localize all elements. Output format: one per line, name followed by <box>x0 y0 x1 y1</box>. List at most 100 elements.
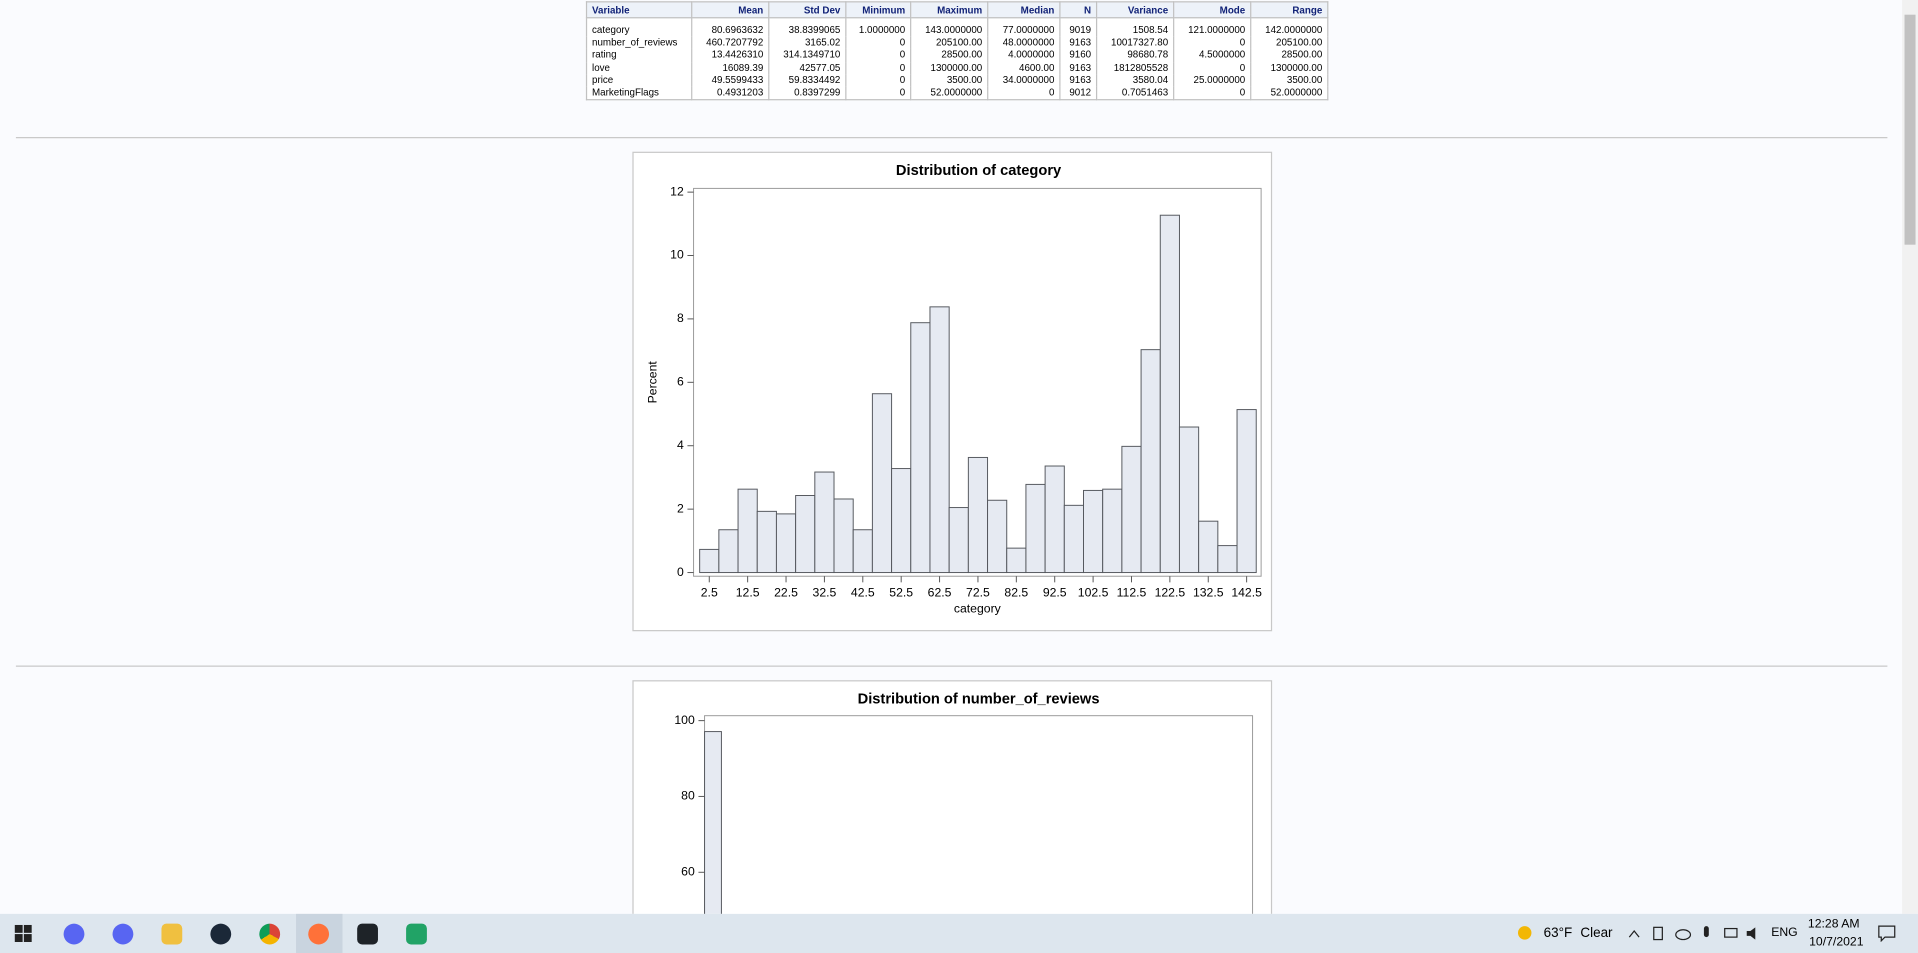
table-cell: 0 <box>1173 86 1252 101</box>
table-cell: 49.5599433 <box>691 74 770 87</box>
table-cell: 1.0000000 <box>845 17 912 37</box>
app-icon[interactable] <box>112 923 134 945</box>
table-cell: 1508.54 <box>1095 17 1175 37</box>
table-row: price 49.5599433 59.8334492 0 3500.00 34.0000… <box>585 74 1329 87</box>
histogram: Distribution of category Percent category 0… <box>645 163 1262 615</box>
x-axis-label: category <box>954 601 1002 615</box>
separator <box>15 137 1888 139</box>
file-explorer-icon[interactable] <box>161 923 183 945</box>
histogram-bar <box>1198 520 1219 574</box>
histogram-bar <box>1236 409 1257 574</box>
chart-panel: Distribution of number_of_reviewsPercent… <box>632 680 1273 914</box>
table-cell: 0 <box>845 86 912 101</box>
y-tick-label: 2 <box>677 501 684 515</box>
column-header: Mean <box>691 1 770 19</box>
table-cell: 52.0000000 <box>1250 86 1329 101</box>
weather-temp[interactable]: 63°F <box>1543 926 1573 941</box>
y-tick-label: 6 <box>677 375 684 389</box>
y-tick-label: 60 <box>681 865 695 879</box>
x-tick-label: 132.5 <box>1193 586 1224 600</box>
x-tick-label: 112.5 <box>1117 586 1147 600</box>
table-cell: 0 <box>1173 36 1252 50</box>
weather-icon <box>1517 926 1532 940</box>
table-cell: 9012 <box>1059 86 1098 101</box>
table-cell: 121.0000000 <box>1173 17 1252 37</box>
table-cell: 25.0000000 <box>1173 74 1252 87</box>
table-cell: 77.0000000 <box>987 17 1061 37</box>
table-cell: 48.0000000 <box>987 36 1061 50</box>
histogram-bar <box>833 498 854 574</box>
y-tick-label: 0 <box>677 565 684 579</box>
scroll-thumb[interactable] <box>1904 14 1916 245</box>
y-tick-label: 8 <box>677 311 684 325</box>
table-cell: 9163 <box>1059 61 1098 75</box>
histogram-bar <box>737 488 758 574</box>
histogram-bar <box>1217 545 1238 574</box>
histogram-bar <box>852 529 873 574</box>
app-icon[interactable] <box>63 923 85 945</box>
histogram-bar <box>1044 465 1065 574</box>
table-cell: 3500.00 <box>1250 74 1329 87</box>
histogram-bar <box>929 306 950 574</box>
league-icon[interactable] <box>357 923 378 945</box>
y-axis-label: Percent <box>645 361 659 404</box>
histogram-bar <box>948 507 969 574</box>
histogram-bar <box>891 468 912 574</box>
x-tick-label: 122.5 <box>1155 586 1186 600</box>
table-cell: 28500.00 <box>910 49 989 62</box>
table-cell: 98680.78 <box>1095 49 1175 62</box>
x-tick-label: 12.5 <box>736 586 760 600</box>
table-cell: 42577.05 <box>768 61 847 75</box>
weather-text[interactable]: Clear <box>1580 926 1613 941</box>
table-row: number_of_reviews 460.7207792 3165.02 0 2051… <box>585 36 1329 50</box>
column-header: Variable <box>585 1 693 19</box>
table-row: MarketingFlags 0.4931203 0.8397299 0 52.0000… <box>585 86 1329 101</box>
histogram-bar <box>1063 504 1084 574</box>
start-button[interactable] <box>14 924 32 943</box>
scrollbar[interactable] <box>1902 0 1918 914</box>
x-tick-label: 2.5 <box>701 586 718 600</box>
histogram-bar <box>1083 489 1104 574</box>
table-cell: 0 <box>845 49 912 62</box>
table-cell: 4600.00 <box>987 61 1061 75</box>
table-cell: 3165.02 <box>768 36 847 50</box>
clock-date[interactable]: 10/7/2021 <box>1809 935 1864 950</box>
y-tick-label: 4 <box>677 438 684 452</box>
column-header: N <box>1059 1 1098 19</box>
browser-content: Variable Mean Std Dev Minimum Maximum Median N… <box>15 1 1888 914</box>
table-cell: 16089.39 <box>691 61 770 75</box>
table-cell: 0.7051463 <box>1095 86 1175 101</box>
tray-icons[interactable] <box>1627 924 1762 944</box>
notifications-button[interactable] <box>1878 925 1896 943</box>
steam-icon[interactable] <box>210 923 232 945</box>
table-cell: 460.7207792 <box>691 36 770 50</box>
table-row: rating 13.4426310 314.1349710 0 28500.00 4.00… <box>585 49 1329 62</box>
x-tick-label: 142.5 <box>1231 586 1262 600</box>
histogram-bar <box>718 529 739 574</box>
histogram-bar <box>699 548 720 574</box>
histogram-bar <box>910 322 931 574</box>
column-header: Range <box>1250 1 1329 19</box>
table-cell: 205100.00 <box>1250 36 1329 50</box>
language[interactable]: ENG <box>1771 926 1798 940</box>
y-tick-label: 80 <box>681 789 695 803</box>
histogram-bar <box>814 471 835 574</box>
firefox-icon[interactable] <box>308 923 330 945</box>
table-cell: 142.0000000 <box>1250 17 1329 37</box>
table-cell: 314.1349710 <box>768 49 847 62</box>
table-cell: 3500.00 <box>910 74 989 87</box>
summary-table: Variable Mean Std Dev Minimum Maximum Median N… <box>585 1 1329 101</box>
table-cell: 9163 <box>1059 74 1098 87</box>
x-tick-label: 22.5 <box>774 586 798 600</box>
table-cell: 143.0000000 <box>910 17 989 37</box>
table-cell: price <box>585 74 693 87</box>
chrome-icon[interactable] <box>259 923 281 945</box>
x-tick-label: 32.5 <box>813 586 837 600</box>
x-tick-label: 92.5 <box>1043 586 1067 600</box>
table-cell: rating <box>585 49 693 62</box>
table-cell: 4.0000000 <box>987 49 1061 62</box>
spreadsheet-icon[interactable] <box>406 923 427 945</box>
column-header: Median <box>987 1 1061 19</box>
histogram-bar <box>1025 483 1046 574</box>
clock-time[interactable]: 12:28 AM <box>1807 917 1860 932</box>
